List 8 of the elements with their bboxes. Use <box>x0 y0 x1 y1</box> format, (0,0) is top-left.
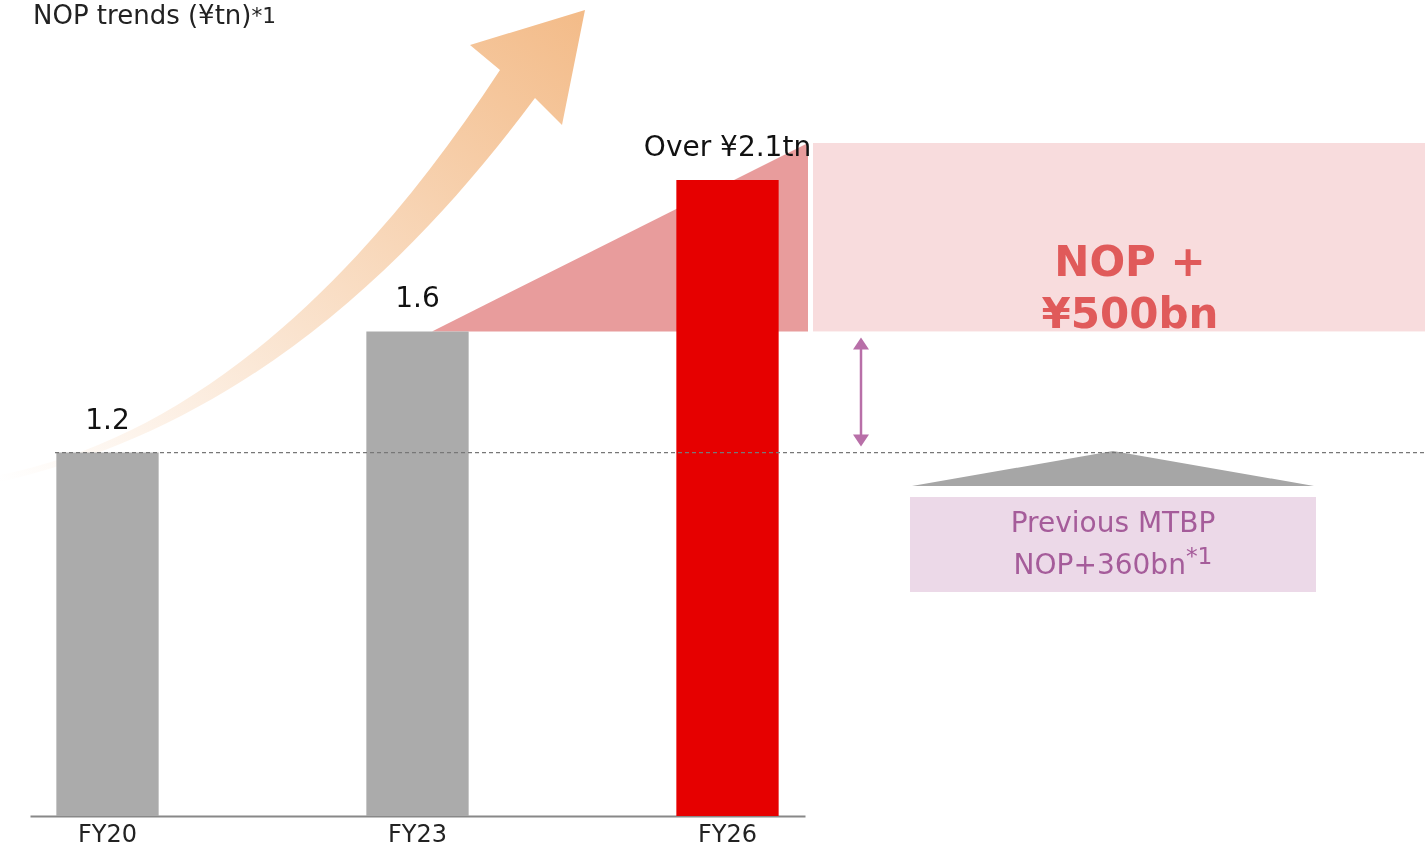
text: Previous MTBP NOP+360bn$^{*1}$ <box>1009 504 1217 584</box>
data-label: Over ¥2.1tn <box>643 130 812 163</box>
text: NOP +¥500bn <box>1040 235 1220 340</box>
data-label: 1.6 <box>395 281 440 315</box>
x-tick-label: FY20 <box>77 819 138 848</box>
x-tick-label: FY26 <box>697 819 758 848</box>
x-tick-label: FY23 <box>387 819 448 848</box>
data-label: 1.2 <box>85 402 130 436</box>
